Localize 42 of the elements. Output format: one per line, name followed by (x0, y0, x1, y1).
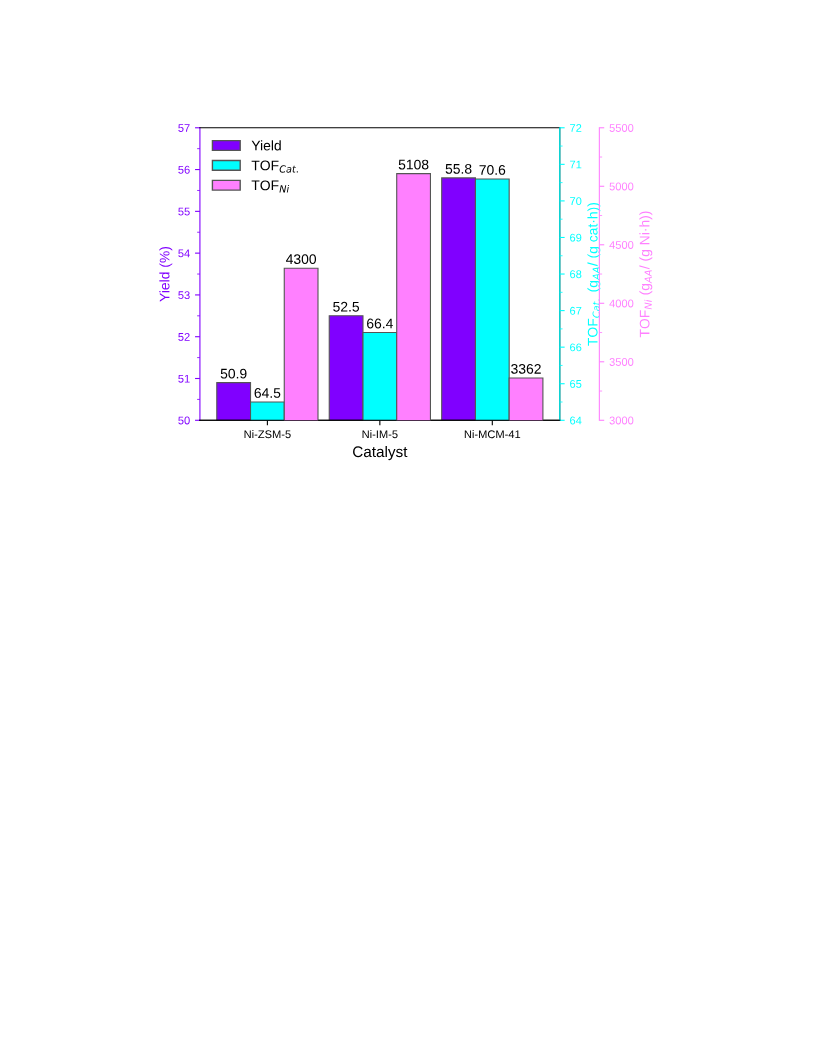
y-tick-label: 57 (178, 124, 190, 132)
y2-tick-label: 67 (570, 306, 582, 315)
x-axis-title: Catalyst (353, 445, 408, 461)
x-tick-label: Ni-MCM-41 (464, 430, 521, 439)
data-label: 50.9 (220, 368, 247, 379)
y3-tick-label: 4000 (609, 299, 634, 308)
y-tick-label: 54 (178, 249, 190, 258)
legend-label: TOF$_{Ni}$ (251, 180, 290, 193)
y3-axis-title: TOF$_{Ni}$ (g$_{AA}$/ (g Ni·h)) (639, 211, 653, 338)
y2-tick-label: 64 (570, 416, 582, 425)
data-label: 4300 (286, 254, 317, 265)
y-axis-title: Yield (%) (159, 246, 173, 302)
y3-tick-label: 5500 (609, 124, 634, 132)
data-label: 64.5 (254, 388, 281, 398)
data-label: 5108 (398, 159, 429, 170)
legend-label: TOF$_{Cat.}$ (251, 160, 298, 173)
data-label: 3362 (511, 363, 541, 374)
y-tick-label: 56 (178, 165, 190, 174)
y2-tick-label: 71 (570, 160, 582, 169)
y2-tick-label: 68 (570, 270, 582, 279)
y-tick-label: 53 (178, 291, 190, 300)
y3-tick-label: 4500 (609, 241, 634, 249)
y2-tick-label: 69 (570, 233, 582, 242)
y2-tick-label: 70 (570, 197, 582, 206)
data-label: 70.6 (479, 165, 506, 175)
y2-tick-label: 72 (570, 124, 582, 132)
y3-tick-label: 3500 (609, 358, 634, 366)
y-tick-label: 51 (178, 374, 190, 383)
y-tick-label: 50 (178, 416, 190, 425)
data-label: 55.8 (445, 163, 472, 174)
y-tick-label: 55 (178, 207, 190, 216)
x-tick-label: Ni-IM-5 (362, 430, 398, 439)
y2-tick-label: 66 (570, 343, 582, 352)
y3-tick-label: 5000 (609, 182, 634, 191)
data-label: 66.4 (367, 318, 393, 329)
y3-tick-label: 3000 (609, 416, 634, 425)
legend-label: Yield (251, 140, 281, 151)
y-tick-label: 52 (178, 332, 190, 341)
y2-tick-label: 65 (570, 379, 582, 388)
data-label: 52.5 (333, 301, 360, 312)
x-tick-label: Ni-ZSM-5 (244, 430, 291, 439)
y2-axis-title: TOF$_{Cat.}$ (g$_{AA}$/ (g cat·h)) (587, 203, 601, 346)
